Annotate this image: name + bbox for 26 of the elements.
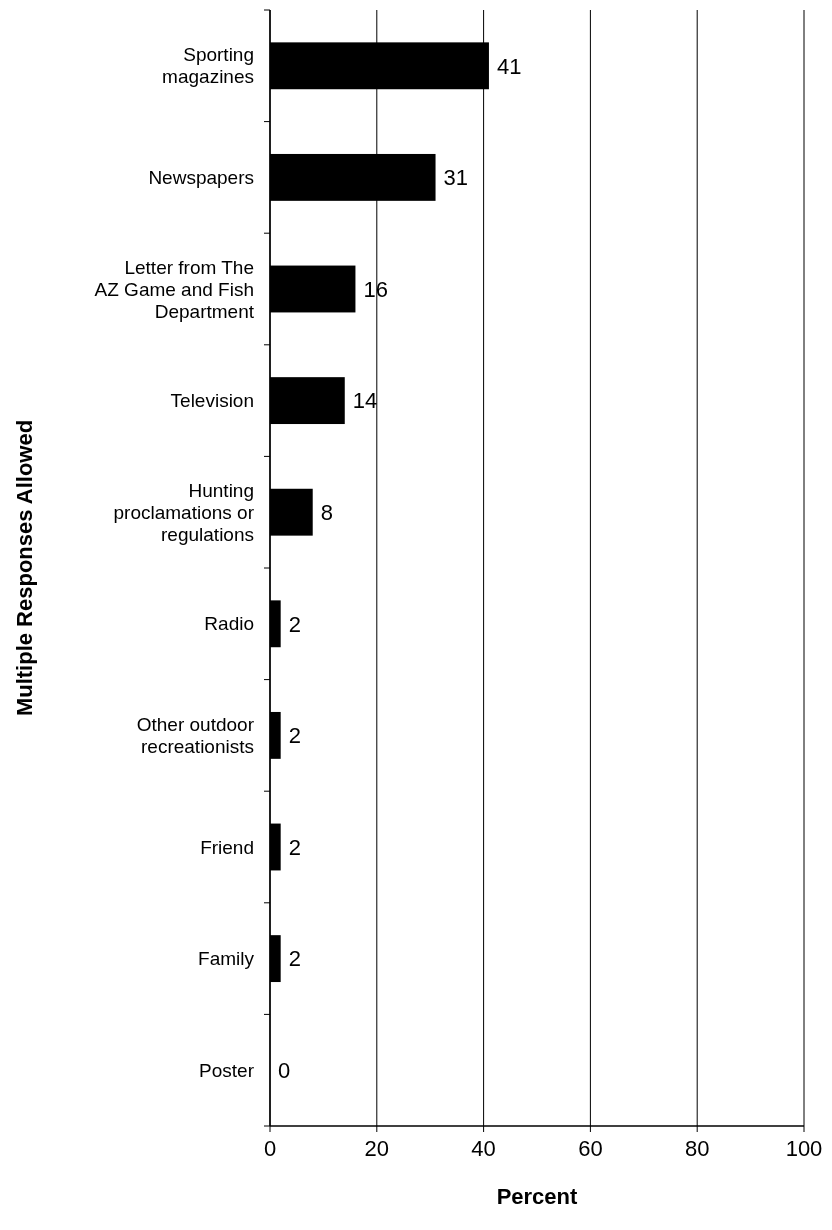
data-label: 41 — [496, 53, 522, 79]
y-tick-label: Sporting magazines — [162, 44, 254, 88]
data-label: 2 — [288, 946, 301, 972]
x-tick-label: 100 — [785, 1136, 823, 1161]
x-tick-label: 40 — [471, 1136, 496, 1161]
y-tick-label: Letter from The AZ Game and Fish Department — [94, 256, 255, 322]
y-tick-label: Radio — [204, 613, 254, 635]
x-tick-label: 60 — [578, 1136, 603, 1161]
y-tick-label: Television — [170, 390, 254, 412]
x-tick-label: 20 — [364, 1136, 390, 1161]
x-tick-label: 0 — [263, 1136, 277, 1161]
data-label: 2 — [288, 611, 301, 637]
y-tick-label: Newspapers — [148, 167, 254, 189]
data-label: 31 — [443, 165, 469, 191]
data-label: 2 — [288, 834, 301, 860]
y-tick-label: Hunting proclamations or regulations — [113, 479, 255, 545]
y-tick-label: Friend — [200, 836, 254, 858]
y-tick-label: Poster — [199, 1059, 255, 1081]
x-tick-label: 80 — [684, 1136, 710, 1161]
y-tick-label: Other outdoor recreationists — [136, 714, 255, 758]
data-label: 8 — [320, 499, 333, 525]
data-label: 2 — [288, 723, 301, 749]
x-axis-title: Percent — [496, 1184, 579, 1209]
y-tick-label: Family — [198, 948, 255, 970]
y-axis-title: Multiple Responses Allowed — [12, 419, 37, 717]
data-label: 0 — [278, 1057, 291, 1083]
